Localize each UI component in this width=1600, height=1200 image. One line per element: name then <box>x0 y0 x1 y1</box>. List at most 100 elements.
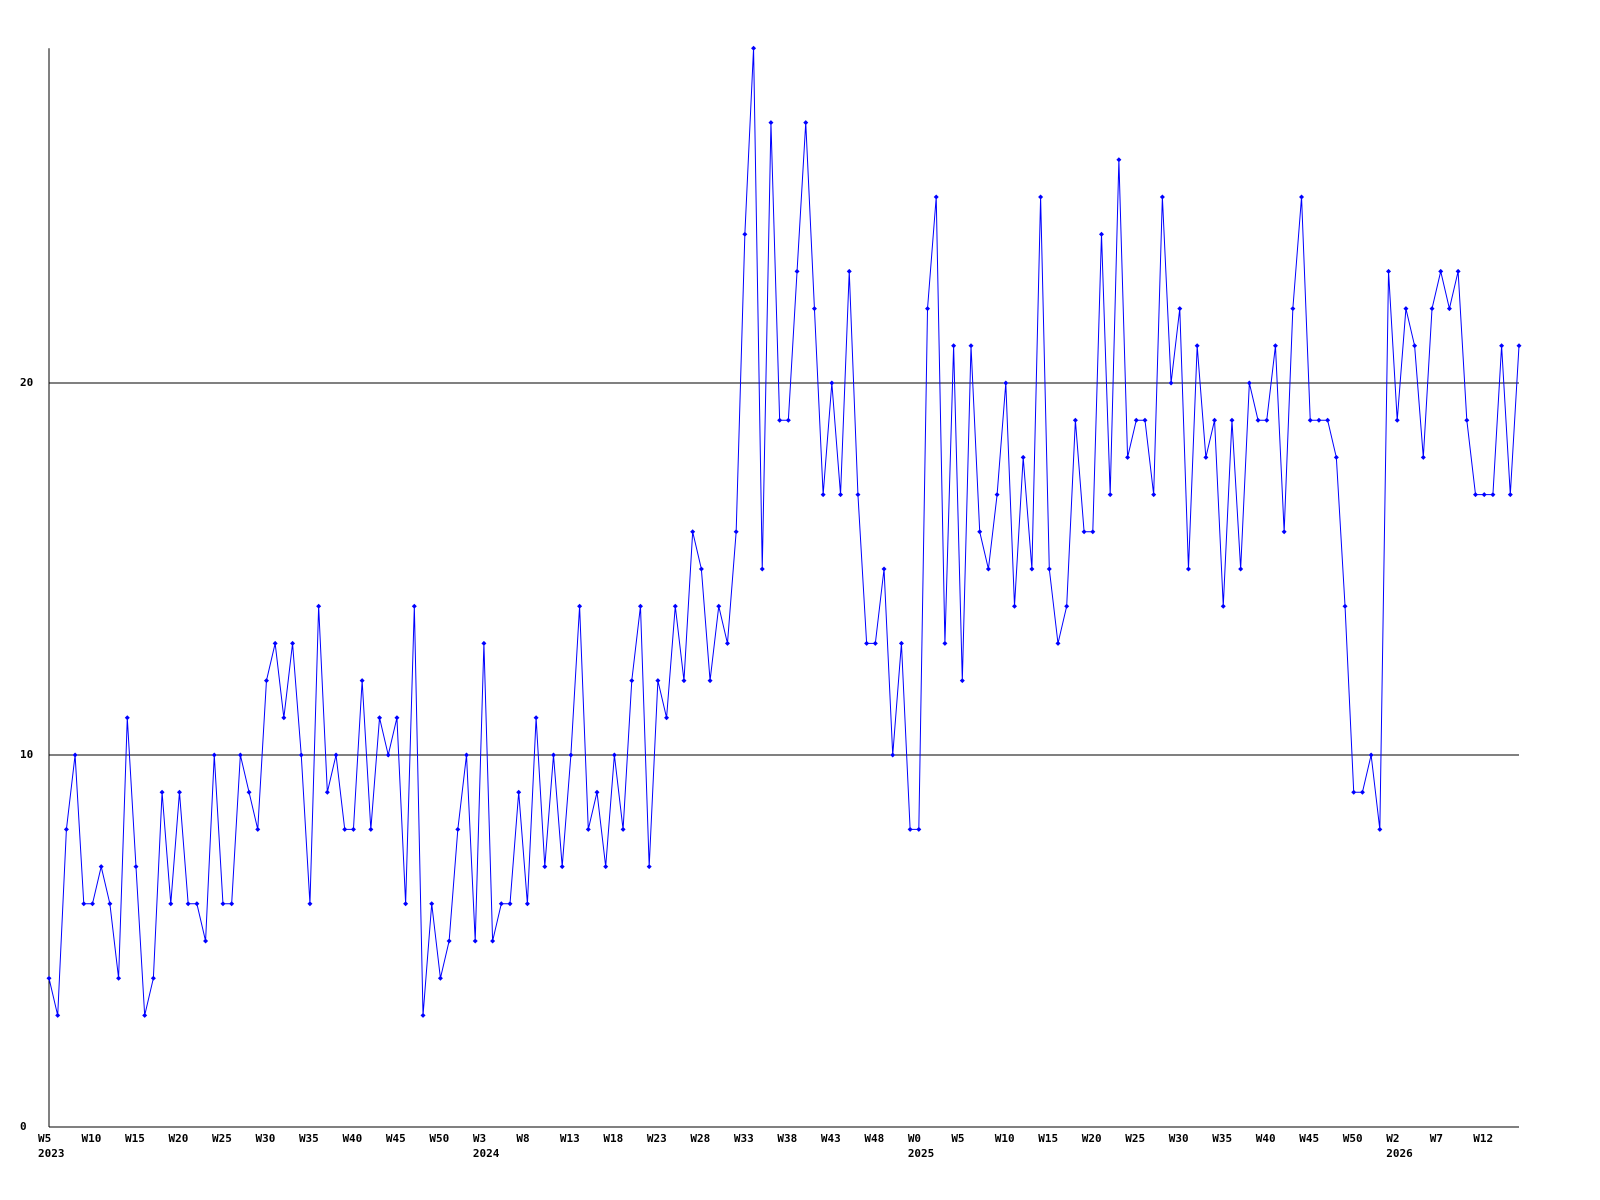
data-point <box>1507 492 1513 498</box>
data-point <box>1516 343 1522 349</box>
x-tick-label: W7 <box>1430 1132 1443 1145</box>
data-point <box>168 901 174 907</box>
data-point <box>838 492 844 498</box>
data-point <box>1464 417 1470 423</box>
data-point <box>229 901 235 907</box>
data-point <box>194 901 200 907</box>
data-point <box>829 380 835 386</box>
data-point <box>542 864 548 870</box>
data-point <box>333 752 339 758</box>
data-point <box>1064 603 1070 609</box>
data-point <box>429 901 435 907</box>
data-point <box>359 678 365 684</box>
data-point <box>185 901 191 907</box>
data-point <box>1490 492 1496 498</box>
data-point <box>864 640 870 646</box>
data-point <box>220 901 226 907</box>
x-tick-label: W13 <box>560 1132 580 1145</box>
x-tick-label: W20 <box>1082 1132 1102 1145</box>
data-point <box>1316 417 1322 423</box>
data-point <box>98 864 104 870</box>
data-point <box>968 343 974 349</box>
x-tick-label: W15 <box>1038 1132 1058 1145</box>
data-point <box>1394 417 1400 423</box>
data-point <box>550 752 556 758</box>
x-tick-label: W40 <box>1256 1132 1276 1145</box>
y-tick-label: 10 <box>20 748 33 761</box>
x-year-label: 2023 <box>38 1147 65 1160</box>
data-point <box>1386 268 1392 274</box>
data-point <box>437 975 443 981</box>
data-point <box>116 975 122 981</box>
data-point <box>464 752 470 758</box>
x-year-label: 2026 <box>1386 1147 1413 1160</box>
data-point <box>1229 417 1235 423</box>
x-tick-label: W30 <box>255 1132 275 1145</box>
data-point <box>724 640 730 646</box>
x-tick-label: W10 <box>81 1132 101 1145</box>
data-point <box>385 752 391 758</box>
data-point <box>368 826 374 832</box>
data-point <box>1272 343 1278 349</box>
data-point <box>1446 306 1452 312</box>
data-point <box>925 306 931 312</box>
x-tick-label: W15 <box>125 1132 145 1145</box>
data-point <box>342 826 348 832</box>
data-point <box>933 194 939 200</box>
x-tick-label: W18 <box>603 1132 623 1145</box>
data-point <box>420 1012 426 1018</box>
data-point <box>577 603 583 609</box>
data-point <box>811 306 817 312</box>
data-point <box>1429 306 1435 312</box>
data-point <box>1420 454 1426 460</box>
data-point <box>1281 529 1287 535</box>
x-tick-label: W43 <box>821 1132 841 1145</box>
data-point <box>411 603 417 609</box>
data-point <box>785 417 791 423</box>
data-point <box>255 826 261 832</box>
data-point <box>63 826 69 832</box>
data-point <box>820 492 826 498</box>
data-point <box>664 715 670 721</box>
x-tick-label: W50 <box>1343 1132 1363 1145</box>
data-point <box>559 864 565 870</box>
data-point <box>1238 566 1244 572</box>
data-point <box>1125 454 1131 460</box>
data-point <box>89 901 95 907</box>
x-tick-label: W20 <box>168 1132 188 1145</box>
data-point <box>1194 343 1200 349</box>
data-point <box>594 789 600 795</box>
data-point <box>977 529 983 535</box>
data-point <box>1012 603 1018 609</box>
data-point <box>1412 343 1418 349</box>
data-point <box>872 640 878 646</box>
x-tick-label: W35 <box>299 1132 319 1145</box>
x-year-label: 2024 <box>473 1147 500 1160</box>
data-point <box>403 901 409 907</box>
data-point <box>1255 417 1261 423</box>
x-tick-label: W50 <box>429 1132 449 1145</box>
data-point <box>646 864 652 870</box>
data-point <box>655 678 661 684</box>
data-point <box>1342 603 1348 609</box>
x-tick-label: W28 <box>690 1132 710 1145</box>
data-point <box>1473 492 1479 498</box>
data-point <box>55 1012 61 1018</box>
x-tick-label: W5 <box>38 1132 51 1145</box>
data-point <box>716 603 722 609</box>
data-point <box>855 492 861 498</box>
x-tick-label: W48 <box>864 1132 884 1145</box>
data-point <box>455 826 461 832</box>
data-point <box>1203 454 1209 460</box>
data-point <box>1003 380 1009 386</box>
data-point <box>1359 789 1365 795</box>
data-point <box>1290 306 1296 312</box>
data-point <box>350 826 356 832</box>
data-point <box>1351 789 1357 795</box>
data-point <box>516 789 522 795</box>
data-point <box>690 529 696 535</box>
data-point <box>1499 343 1505 349</box>
y-tick-label: 20 <box>20 376 33 389</box>
data-point <box>629 678 635 684</box>
